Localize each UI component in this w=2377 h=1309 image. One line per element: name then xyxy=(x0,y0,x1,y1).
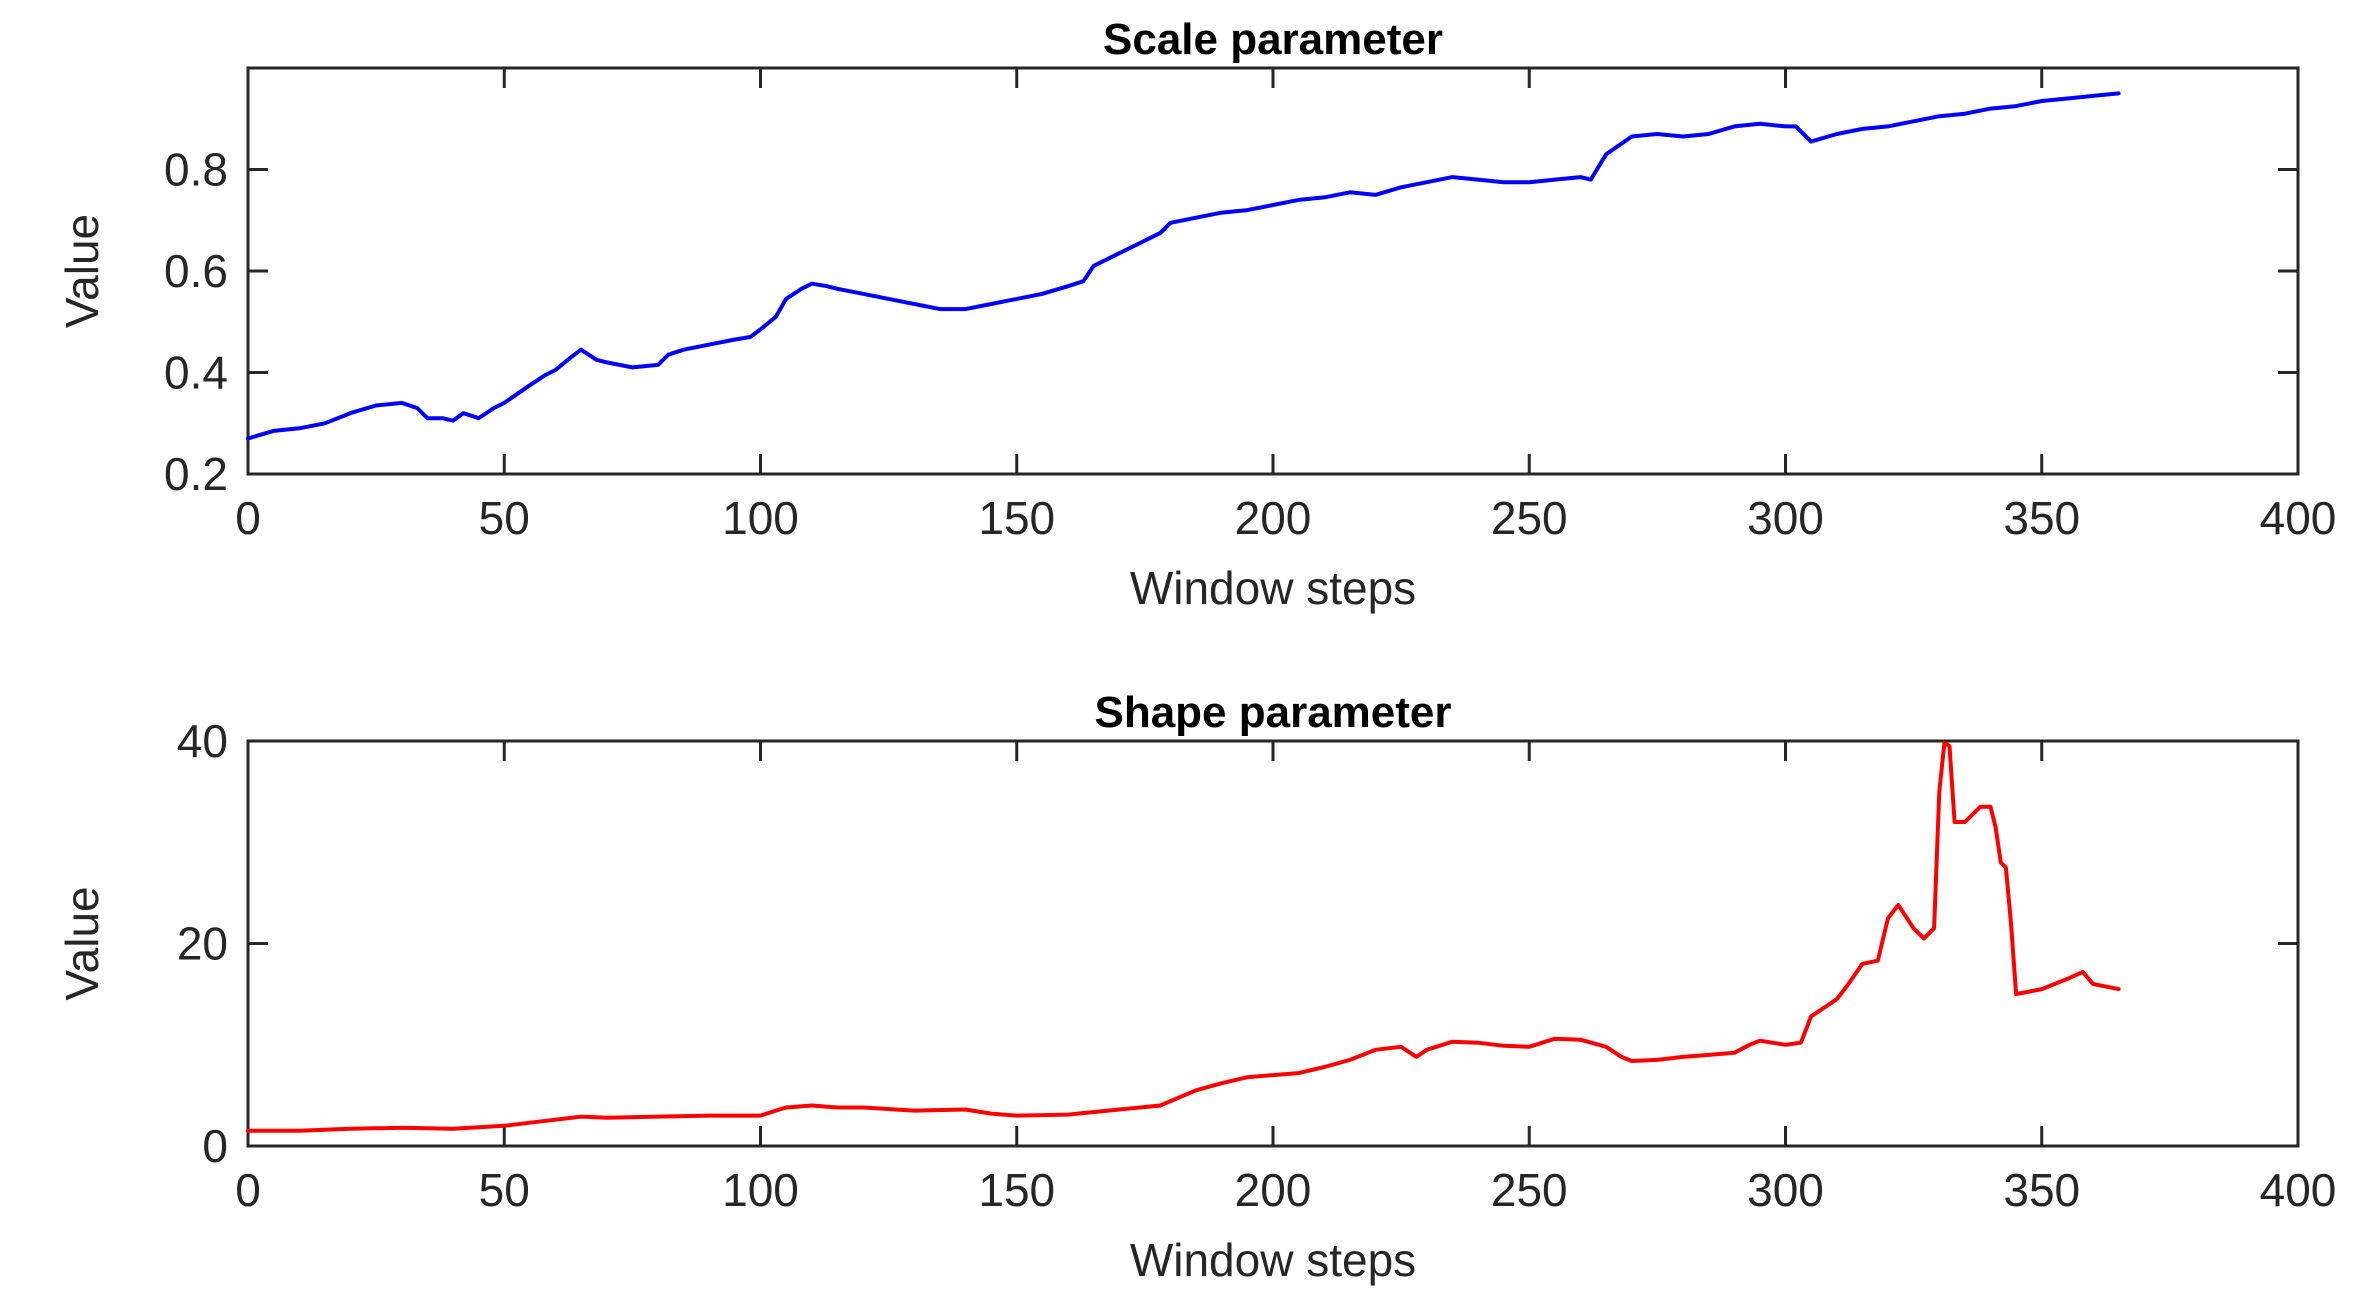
scale-y-tick-label: 0.2 xyxy=(164,448,228,500)
shape-x-tick-label: 250 xyxy=(1491,1164,1568,1216)
shape-y-tick-label: 20 xyxy=(177,918,228,970)
shape-y-tick-label: 40 xyxy=(177,715,228,767)
shape-axis-ticks: 0 50 100 150 200 250 300 350 400 0 20 40 xyxy=(177,715,2337,1216)
shape-x-tick-label: 350 xyxy=(2003,1164,2080,1216)
scale-x-tick-label: 300 xyxy=(1747,492,1824,544)
scale-y-tick-label: 0.8 xyxy=(164,144,228,196)
shape-x-tick-label: 400 xyxy=(2260,1164,2337,1216)
scale-x-axis-label: Window steps xyxy=(1130,562,1416,614)
scale-parameter-chart: 0 50 100 150 200 250 300 350 400 0.2 0.4 0.6 0.8 Sca… xyxy=(56,15,2336,614)
scale-series-line xyxy=(246,91,2121,441)
shape-x-tick-label: 50 xyxy=(479,1164,530,1216)
scale-chart-title: Scale parameter xyxy=(1103,15,1443,64)
shape-y-tick-label: 0 xyxy=(202,1120,228,1172)
shape-x-tick-label: 200 xyxy=(1235,1164,1312,1216)
scale-x-tick-label: 0 xyxy=(235,492,261,544)
shape-plot-area xyxy=(246,739,2300,1148)
scale-x-tick-label: 200 xyxy=(1235,492,1312,544)
shape-x-tick-label: 150 xyxy=(978,1164,1055,1216)
shape-x-tick-label: 0 xyxy=(235,1164,261,1216)
shape-parameter-chart: 0 50 100 150 200 250 300 350 400 0 20 40 Shape para… xyxy=(56,688,2336,1286)
scale-axis-ticks: 0 50 100 150 200 250 300 350 400 0.2 0.4 0.6 0.8 xyxy=(164,68,2336,544)
scale-x-tick-label: 350 xyxy=(2003,492,2080,544)
shape-series-line xyxy=(246,741,2121,1133)
scale-x-tick-label: 250 xyxy=(1491,492,1568,544)
shape-series-layer xyxy=(246,741,2121,1133)
scale-x-tick-label: 50 xyxy=(479,492,530,544)
shape-x-tick-label: 100 xyxy=(722,1164,799,1216)
scale-y-axis-label: Value xyxy=(56,214,108,328)
scale-y-tick-label: 0.6 xyxy=(164,245,228,297)
scale-plot-area xyxy=(246,66,2300,476)
shape-x-axis-label: Window steps xyxy=(1130,1234,1416,1286)
scale-series-layer xyxy=(246,91,2121,441)
shape-chart-title: Shape parameter xyxy=(1094,688,1451,737)
scale-x-tick-label: 150 xyxy=(978,492,1055,544)
scale-x-tick-label: 100 xyxy=(722,492,799,544)
shape-x-tick-label: 300 xyxy=(1747,1164,1824,1216)
shape-y-axis-label: Value xyxy=(56,886,108,1000)
scale-y-tick-label: 0.4 xyxy=(164,347,228,399)
scale-x-tick-label: 400 xyxy=(2260,492,2337,544)
